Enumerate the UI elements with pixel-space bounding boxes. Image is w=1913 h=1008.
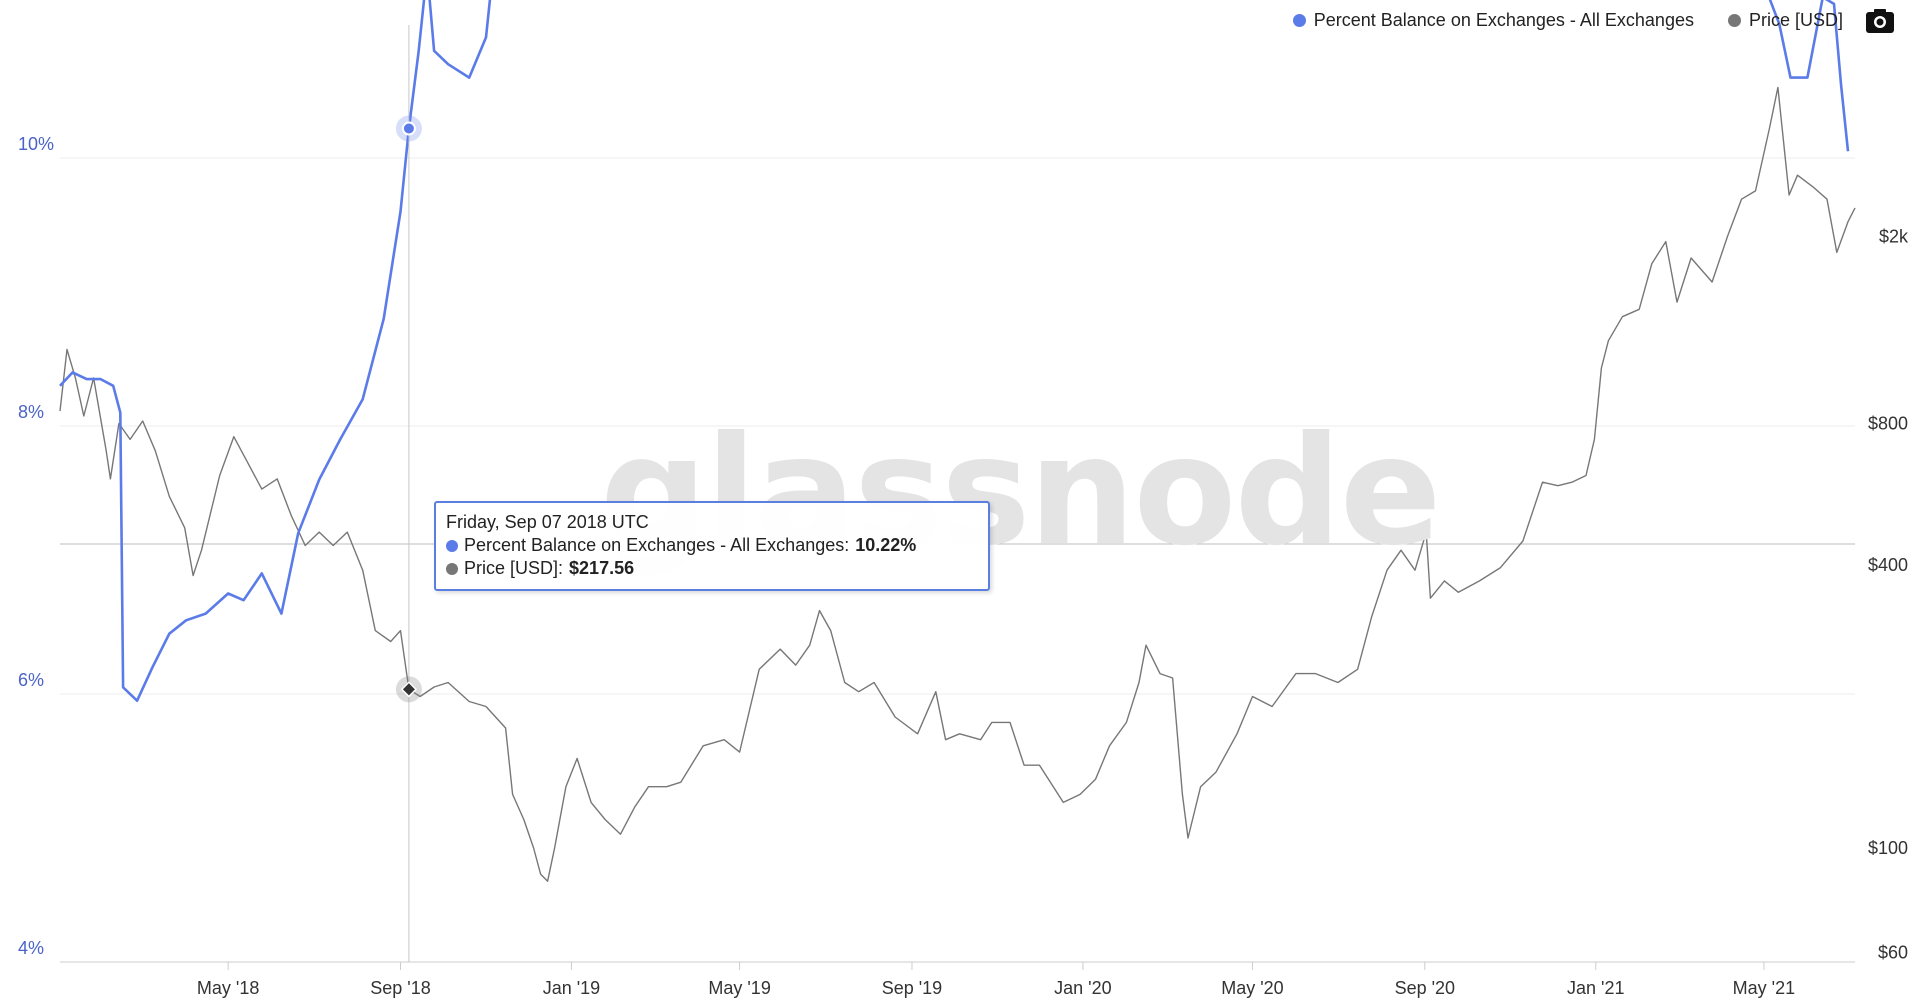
y-left-tick-label: 8% [18, 402, 44, 422]
x-tick-label: May '18 [197, 978, 259, 998]
series-line-balance[interactable] [59, 0, 1850, 702]
legend-item-balance[interactable]: Percent Balance on Exchanges - All Excha… [1292, 10, 1694, 31]
legend: Percent Balance on Exchanges - All Excha… [1292, 10, 1843, 31]
y-left-tick-label: 6% [18, 670, 44, 690]
tooltip-label-price: Price [USD]: [464, 558, 564, 578]
x-tick-label: Sep '19 [882, 978, 943, 998]
x-tick-label: May '20 [1221, 978, 1283, 998]
y-right-tick-label: $800 [1868, 414, 1908, 434]
y-left-tick-label: 4% [18, 938, 44, 958]
hover-marker-price [400, 681, 418, 698]
y-left-tick-label: 10% [18, 134, 54, 154]
series-line-price[interactable] [59, 86, 1856, 882]
tooltip-row-price: Price [USD]: $217.56 [446, 557, 978, 580]
y-right-tick-label: $400 [1868, 555, 1908, 575]
x-tick-label: Jan '20 [1054, 978, 1111, 998]
tooltip-value-price: $217.56 [569, 558, 635, 578]
tooltip-value-balance: 10.22% [855, 535, 917, 555]
x-tick-label: Jan '21 [1567, 978, 1624, 998]
y-right-tick-label: $60 [1878, 942, 1908, 962]
tooltip-dot-balance [446, 539, 458, 552]
legend-label-price: Price [USD] [1748, 10, 1843, 30]
tooltip-dot-price [446, 562, 458, 575]
camera-icon[interactable] [1865, 8, 1895, 34]
x-tick-label: Sep '20 [1395, 978, 1456, 998]
y-right-tick-label: $100 [1868, 838, 1908, 858]
x-tick-label: May '19 [708, 978, 770, 998]
x-tick-label: May '21 [1733, 978, 1795, 998]
tooltip-date: Friday, Sep 07 2018 UTC [446, 512, 649, 532]
legend-dot-balance [1292, 14, 1306, 27]
x-tick-label: Jan '19 [543, 978, 600, 998]
x-tick-label: Sep '18 [370, 978, 431, 998]
tooltip-label-balance: Percent Balance on Exchanges - All Excha… [464, 535, 850, 555]
tooltip-row-balance: Percent Balance on Exchanges - All Excha… [446, 534, 978, 557]
hover-marker-balance [401, 121, 416, 136]
tooltip: Friday, Sep 07 2018 UTC Percent Balance … [434, 501, 990, 591]
legend-item-price[interactable]: Price [USD] [1727, 10, 1843, 31]
y-right-tick-label: $2k [1879, 226, 1909, 246]
legend-dot-price [1727, 14, 1741, 27]
legend-label-balance: Percent Balance on Exchanges - All Excha… [1313, 10, 1694, 30]
